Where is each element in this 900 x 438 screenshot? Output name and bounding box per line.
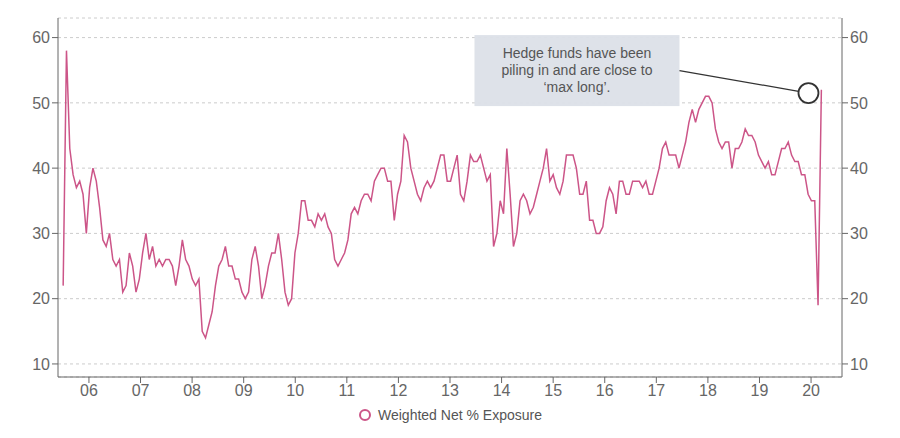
svg-text:10: 10 [286,382,304,399]
svg-text:20: 20 [32,290,50,307]
svg-text:60: 60 [850,29,868,46]
svg-text:20: 20 [802,382,820,399]
svg-text:Hedge funds have beenpiling in: Hedge funds have beenpiling in and are c… [501,45,652,95]
svg-text:08: 08 [183,382,201,399]
svg-text:30: 30 [32,225,50,242]
svg-text:12: 12 [390,382,408,399]
svg-text:40: 40 [850,160,868,177]
svg-text:11: 11 [339,382,356,399]
svg-text:20: 20 [850,290,868,307]
svg-text:10: 10 [32,356,50,373]
html-text:Weighted Net % Exposure: Weighted Net % Exposure [378,407,542,423]
svg-text:06: 06 [80,382,98,399]
svg-text:18: 18 [699,382,717,399]
svg-text:17: 17 [647,382,665,399]
svg-text:13: 13 [441,382,459,399]
svg-text:30: 30 [850,225,868,242]
svg-text:50: 50 [32,95,50,112]
svg-text:15: 15 [544,382,562,399]
svg-text:10: 10 [850,356,868,373]
svg-text:19: 19 [751,382,769,399]
svg-text:14: 14 [493,382,511,399]
svg-text:16: 16 [596,382,614,399]
svg-text:50: 50 [850,95,868,112]
svg-text:09: 09 [235,382,253,399]
svg-text:07: 07 [132,382,150,399]
svg-text:60: 60 [32,29,50,46]
svg-text:40: 40 [32,160,50,177]
